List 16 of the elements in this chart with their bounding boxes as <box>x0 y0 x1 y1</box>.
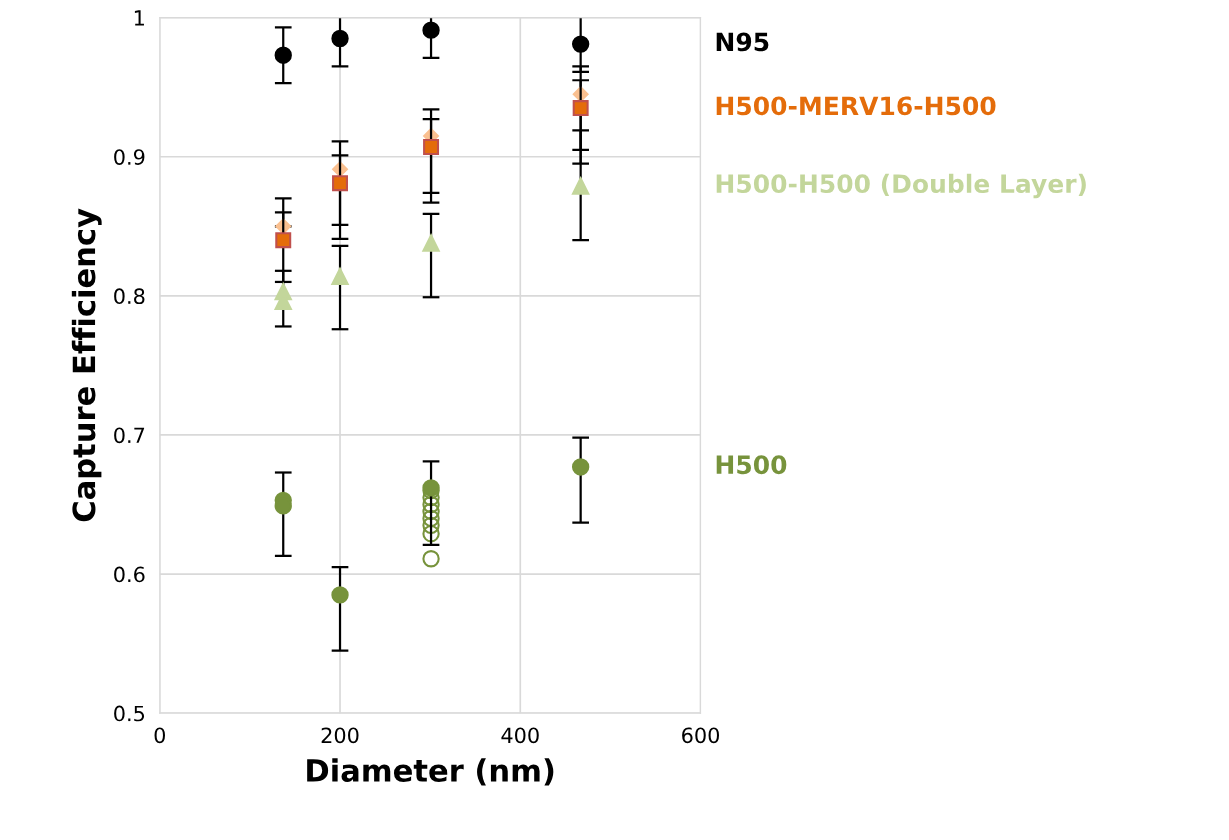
y-axis-title: Capture Efficiency <box>71 208 102 522</box>
y-tick-label: 0.5 <box>114 705 145 722</box>
x-axis-title: Diameter (nm) <box>307 758 554 786</box>
text: H500-H500 (Double Layer) <box>716 173 1086 199</box>
text: H500-MERV16-H500 <box>716 96 996 116</box>
x-tick-label: 200 <box>321 727 359 744</box>
y-tick-label: 0.9 <box>114 149 145 165</box>
text: N95 <box>716 32 769 52</box>
x-tick-label: 600 <box>682 727 720 744</box>
x-tick-label: 400 <box>501 727 539 744</box>
y-tick-label: 0.6 <box>114 566 145 583</box>
y-tick-label: 0.8 <box>114 288 145 305</box>
y-tick-label: 0.7 <box>114 427 145 444</box>
x-tick-label: 0 <box>154 727 166 744</box>
y-tick-label: 1 <box>134 10 144 26</box>
text: H500 <box>716 455 787 475</box>
